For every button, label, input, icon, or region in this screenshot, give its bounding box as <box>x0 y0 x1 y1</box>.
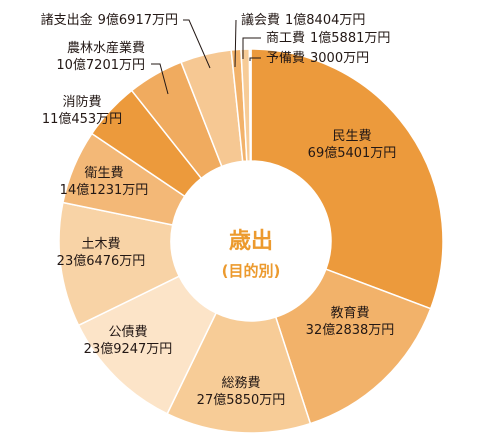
label-doboku-name: 土木費 <box>81 237 120 252</box>
leader-gikai <box>234 19 237 68</box>
label-shoko-name: 商工費 <box>266 31 305 46</box>
label-norin-value: 10億7201万円 <box>56 57 145 73</box>
label-shoshishutsu-value: 9億6917万円 <box>98 12 178 28</box>
label-shoshishutsu-name: 諸支出金 <box>41 12 93 28</box>
label-yobi-value: 3000万円 <box>310 51 369 66</box>
label-shoko: 商工費 1億5881万円 <box>266 30 390 46</box>
leader-shoko <box>242 37 261 59</box>
slice-yobi <box>248 48 252 162</box>
label-kyoiku-name: 教育費 <box>330 305 369 321</box>
leader-lines <box>151 19 261 95</box>
label-norin-name: 農林水産業費 <box>67 40 145 56</box>
label-shoko-value: 1億5881万円 <box>310 30 390 46</box>
donut-slices <box>58 48 444 434</box>
center-subtitle: (目的別) <box>222 262 281 280</box>
leader-shoshishutsu <box>183 19 211 69</box>
label-kyoiku-value: 32億2838万円 <box>306 322 395 338</box>
label-eisei-value: 14億1231万円 <box>60 182 149 198</box>
label-kosai-name: 公債費 <box>108 325 147 340</box>
label-minsei-name: 民生費 <box>332 129 371 144</box>
label-gikai-value: 1億8404万円 <box>285 12 365 28</box>
label-kosai-value: 23億9247万円 <box>84 341 173 357</box>
label-somu-name: 総務費 <box>221 376 260 391</box>
label-eisei-name: 衛生費 <box>84 166 123 181</box>
label-doboku-value: 23億6476万円 <box>57 253 146 269</box>
slice-kyoiku <box>274 268 432 425</box>
slice-labels: 民生費69億5401万円教育費32億2838万円総務費27億5850万円公債費2… <box>41 12 397 408</box>
label-gikai-name: 議会費 <box>241 13 280 28</box>
label-somu-value: 27億5850万円 <box>197 392 286 408</box>
label-minsei-value: 69億5401万円 <box>308 145 397 161</box>
center-title: 歳出 <box>229 229 273 254</box>
label-yobi: 予備費 3000万円 <box>266 50 369 66</box>
label-shobo-value: 11億453万円 <box>42 111 122 127</box>
label-shoshishutsu: 諸支出金 9億6917万円 <box>41 12 178 28</box>
label-yobi-name: 予備費 <box>266 50 305 66</box>
label-gikai: 議会費 1億8404万円 <box>241 12 365 28</box>
slice-minsei <box>250 48 444 310</box>
leader-yobi <box>249 57 261 61</box>
leader-norin <box>151 63 169 95</box>
label-shobo-name: 消防費 <box>62 94 101 110</box>
